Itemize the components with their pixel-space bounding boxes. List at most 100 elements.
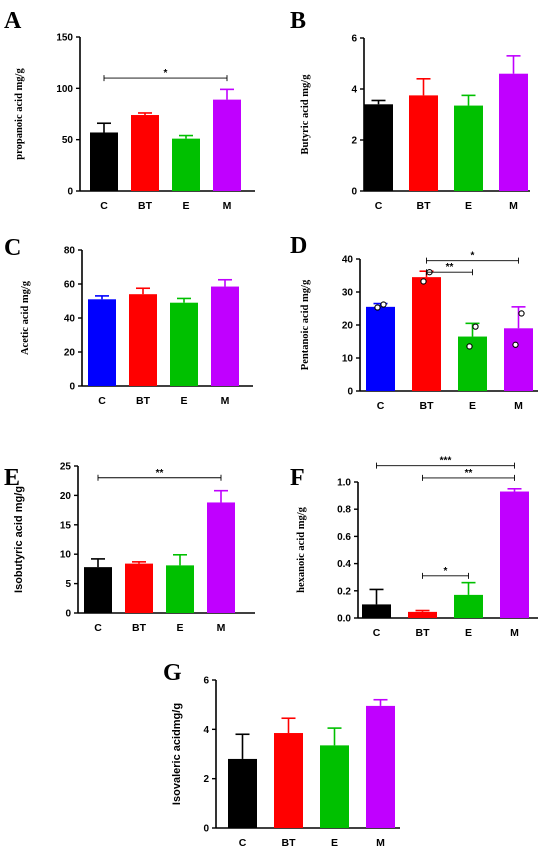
x-tick-label: M (223, 200, 232, 212)
panel-letter: E (4, 465, 20, 491)
panel-letter: F (290, 465, 305, 491)
y-tick-label: 80 (64, 246, 76, 257)
panel-letter: B (290, 8, 306, 34)
bar-e (458, 336, 487, 391)
significance-label: ** (465, 468, 473, 479)
y-axis-label: Isovaleric acidmg/g (171, 703, 183, 805)
x-tick-label: BT (282, 837, 297, 849)
bar-m (500, 491, 529, 618)
data-point (380, 301, 387, 308)
x-tick-label: M (221, 395, 230, 407)
y-tick-label: 0 (347, 387, 353, 398)
panel-letter: A (4, 8, 22, 34)
y-tick-label: 2 (351, 136, 357, 147)
bar-c (228, 758, 257, 828)
bar-m (499, 73, 528, 191)
x-tick-label: M (217, 622, 226, 634)
y-tick-label: 25 (60, 462, 72, 473)
bar-c (90, 132, 118, 191)
y-tick-label: 100 (56, 84, 73, 95)
y-tick-label: 10 (60, 550, 72, 561)
bar-bt (274, 733, 303, 828)
x-tick-label: E (331, 837, 338, 849)
y-tick-label: 20 (60, 491, 72, 502)
bar-m (211, 286, 239, 386)
y-axis-label: Butyric acid mg/g (300, 74, 311, 155)
x-tick-label: BT (420, 400, 435, 412)
y-tick-label: 4 (203, 725, 209, 736)
x-tick-label: M (514, 400, 523, 412)
bar-e (172, 138, 200, 191)
y-tick-label: 0.8 (337, 505, 351, 516)
bar-e (170, 302, 198, 386)
y-tick-label: 150 (56, 33, 73, 44)
significance-label: *** (440, 456, 452, 467)
y-tick-label: 0.4 (337, 559, 351, 570)
bar-m (213, 99, 241, 191)
bar-c (88, 299, 116, 386)
x-tick-label: BT (416, 627, 431, 639)
y-axis-label: Pentanoic acid mg/g (300, 279, 311, 370)
bar-c (366, 306, 395, 391)
y-tick-label: 0.2 (337, 586, 351, 597)
bar-e (454, 594, 483, 618)
x-tick-label: C (94, 622, 102, 634)
chart-panel-g: G Isovaleric acidmg/g 0 2 4 6 C BT E M (163, 660, 400, 849)
bar-e (320, 745, 349, 828)
y-tick-label: 50 (62, 135, 74, 146)
bar-bt (129, 294, 157, 386)
y-tick-label: 2 (203, 774, 209, 785)
bar-bt (131, 115, 159, 191)
x-tick-label: C (377, 400, 385, 412)
data-point (374, 304, 381, 311)
bar-m (504, 328, 533, 391)
y-tick-label: 1.0 (337, 478, 351, 489)
y-tick-label: 0 (351, 187, 357, 198)
chart-panel-b: B Butyric acid mg/g 0 2 4 6 C BT E M (290, 8, 530, 212)
y-tick-label: 60 (64, 280, 76, 291)
x-tick-label: BT (417, 200, 432, 212)
y-tick-label: 6 (351, 34, 357, 45)
significance-label: * (471, 251, 475, 262)
x-tick-label: M (509, 200, 518, 212)
data-point (466, 343, 473, 350)
x-tick-label: BT (138, 200, 153, 212)
y-tick-label: 30 (342, 288, 354, 299)
data-point (518, 310, 525, 317)
bar-c (362, 604, 391, 618)
x-tick-label: E (465, 627, 472, 639)
y-tick-label: 20 (342, 321, 354, 332)
y-tick-label: 0.0 (337, 614, 351, 625)
y-axis-label: hexanoic acid mg/g (296, 506, 307, 592)
y-tick-label: 0 (203, 824, 209, 835)
bar-m (366, 705, 395, 828)
x-tick-label: C (239, 837, 247, 849)
bar-bt (409, 95, 438, 191)
x-tick-label: E (176, 622, 183, 634)
x-tick-label: C (98, 395, 106, 407)
significance-label: ** (446, 262, 454, 273)
x-tick-label: E (465, 200, 472, 212)
panel-letter: D (290, 233, 307, 259)
y-tick-label: 40 (342, 255, 354, 266)
y-tick-label: 0 (69, 382, 75, 393)
x-tick-label: M (376, 837, 385, 849)
y-axis-label: Isobutyric acid mg/g (13, 486, 25, 593)
bar-e (166, 565, 194, 613)
y-tick-label: 5 (65, 579, 71, 590)
significance-label: ** (156, 468, 164, 479)
y-tick-label: 0 (67, 187, 73, 198)
panel-letter: G (163, 660, 182, 686)
x-tick-label: C (375, 200, 383, 212)
y-tick-label: 10 (342, 354, 354, 365)
bar-c (364, 104, 393, 191)
x-tick-label: C (100, 200, 108, 212)
y-tick-label: 6 (203, 676, 209, 687)
bar-bt (125, 563, 153, 613)
x-tick-label: E (469, 400, 476, 412)
